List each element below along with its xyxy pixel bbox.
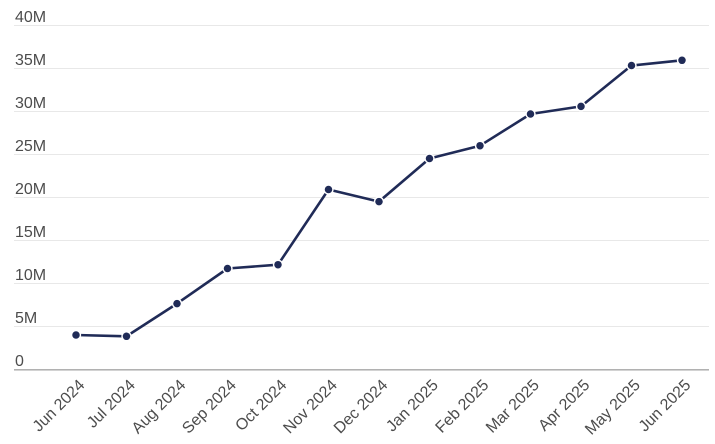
svg-text:0: 0: [15, 353, 24, 370]
svg-text:5M: 5M: [15, 310, 37, 327]
svg-text:30M: 30M: [15, 95, 46, 112]
svg-text:15M: 15M: [15, 224, 46, 241]
svg-text:20M: 20M: [15, 181, 46, 198]
svg-text:25M: 25M: [15, 138, 46, 155]
svg-text:35M: 35M: [15, 52, 46, 69]
svg-text:40M: 40M: [15, 9, 46, 26]
svg-text:10M: 10M: [15, 267, 46, 284]
